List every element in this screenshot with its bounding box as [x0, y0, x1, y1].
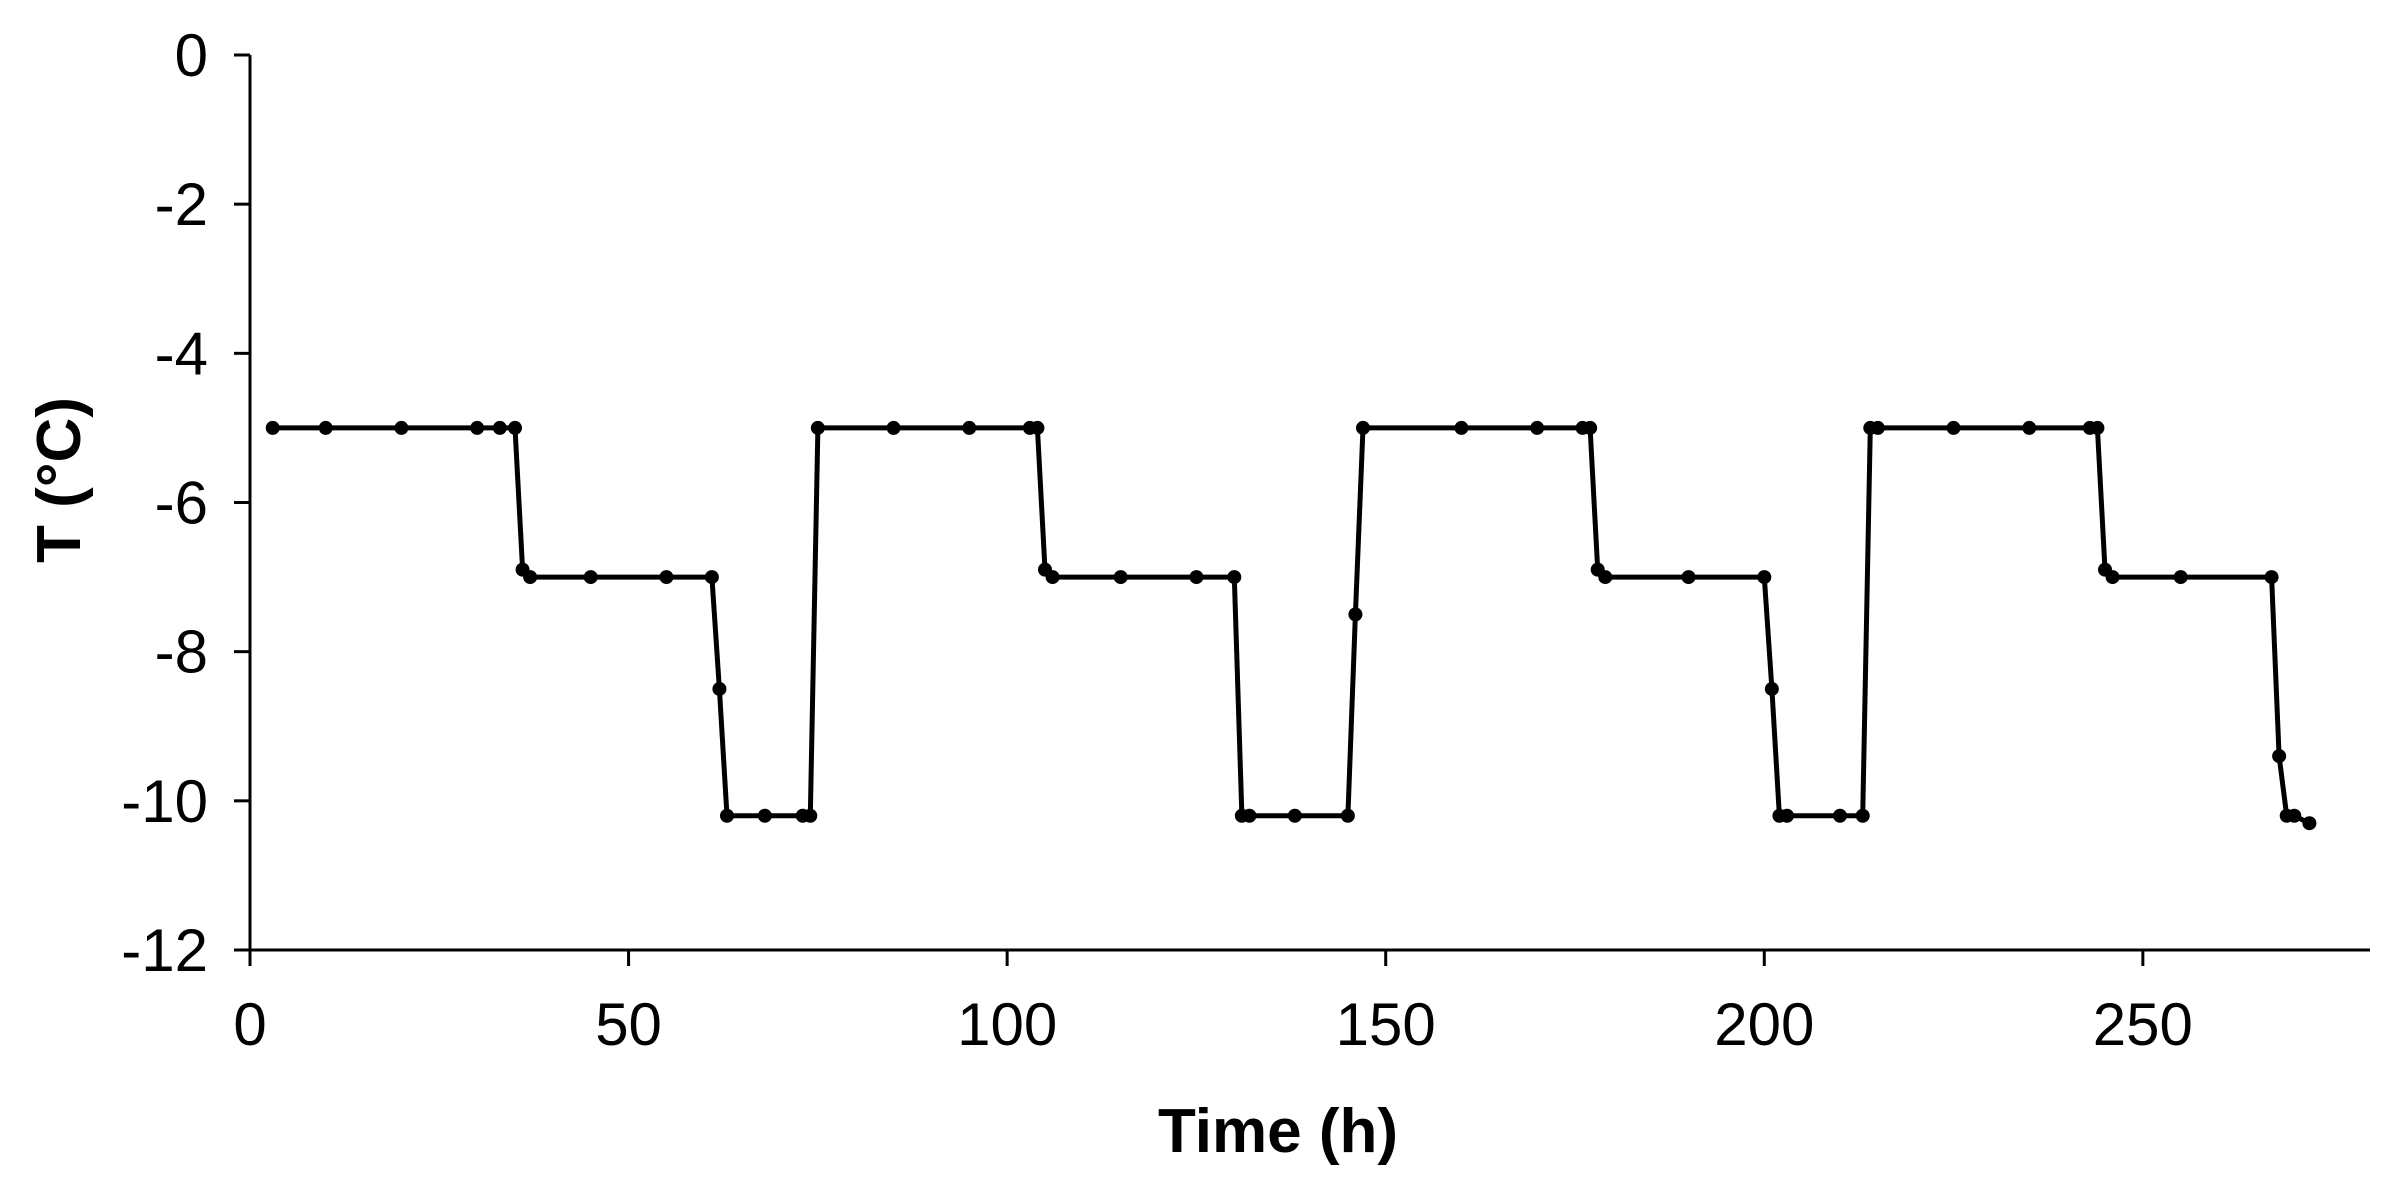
data-point — [1356, 420, 1370, 435]
data-point — [1833, 808, 1847, 823]
data-point — [886, 420, 901, 435]
data-point — [523, 570, 538, 585]
data-point — [803, 808, 818, 823]
data-point — [659, 570, 674, 585]
x-tick-label: 0 — [233, 991, 266, 1058]
series-line — [272, 425, 2311, 826]
y-axis-title: T (°C) — [25, 397, 94, 563]
data-point — [1780, 808, 1794, 823]
data-point — [1189, 570, 1204, 585]
data-point — [2090, 420, 2105, 435]
data-point — [492, 420, 507, 435]
data-point — [583, 570, 598, 585]
data-point — [1227, 570, 1242, 585]
data-point — [318, 420, 333, 435]
x-tick-label: 100 — [957, 991, 1057, 1058]
data-point — [1287, 808, 1302, 823]
y-tick-label: -6 — [155, 470, 208, 537]
data-point — [1681, 570, 1696, 585]
data-point — [810, 420, 825, 435]
data-point — [1757, 570, 1772, 585]
x-tick-label: 50 — [595, 991, 662, 1058]
x-axis-ticks: 0 50 100 150 200 250 — [233, 950, 2193, 1058]
data-point — [1530, 420, 1545, 435]
data-point — [2105, 570, 2120, 585]
data-point — [704, 570, 719, 585]
data-point — [720, 808, 734, 823]
data-point — [470, 420, 485, 435]
y-tick-label: -8 — [155, 619, 208, 686]
data-point — [2302, 816, 2317, 831]
x-tick-label: 250 — [2093, 991, 2193, 1058]
data-point — [1764, 681, 1779, 696]
data-point — [2272, 749, 2287, 764]
data-point — [757, 808, 772, 823]
data-point — [1583, 420, 1598, 435]
data-point — [508, 420, 522, 435]
data-point — [2264, 570, 2279, 585]
data-point — [2173, 570, 2188, 585]
x-tick-label: 200 — [1714, 991, 1814, 1058]
data-point — [1855, 808, 1870, 823]
data-point — [962, 420, 977, 435]
plot-area — [265, 420, 2317, 831]
data-point — [2287, 808, 2302, 823]
data-point — [1242, 808, 1257, 823]
y-tick-label: 0 — [175, 22, 208, 89]
data-point — [1870, 420, 1885, 435]
y-tick-label: -12 — [121, 917, 208, 984]
x-axis-title: Time (h) — [1158, 1097, 1398, 1166]
y-tick-label: -10 — [121, 768, 208, 835]
data-point — [1113, 570, 1128, 585]
data-point — [1598, 570, 1613, 585]
data-point — [1946, 420, 1961, 435]
data-point — [1045, 570, 1060, 585]
y-tick-label: -4 — [155, 320, 208, 387]
data-point — [2022, 420, 2037, 435]
x-tick-label: 150 — [1336, 991, 1436, 1058]
data-point — [394, 420, 409, 435]
data-point — [1340, 808, 1355, 823]
data-point — [265, 420, 280, 435]
data-point — [1030, 420, 1045, 435]
y-axis-ticks: 0 -2 -4 -6 -8 -10 -12 — [121, 22, 250, 984]
data-point — [1348, 607, 1363, 622]
y-tick-label: -2 — [155, 171, 208, 238]
data-point — [712, 681, 727, 696]
data-point — [1454, 420, 1469, 435]
